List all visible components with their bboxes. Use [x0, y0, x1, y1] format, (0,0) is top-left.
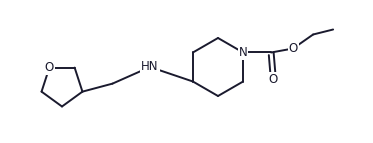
Text: O: O	[269, 73, 278, 86]
Text: N: N	[239, 46, 248, 59]
Text: HN: HN	[141, 60, 159, 74]
Text: O: O	[45, 61, 54, 74]
Text: O: O	[288, 42, 298, 55]
